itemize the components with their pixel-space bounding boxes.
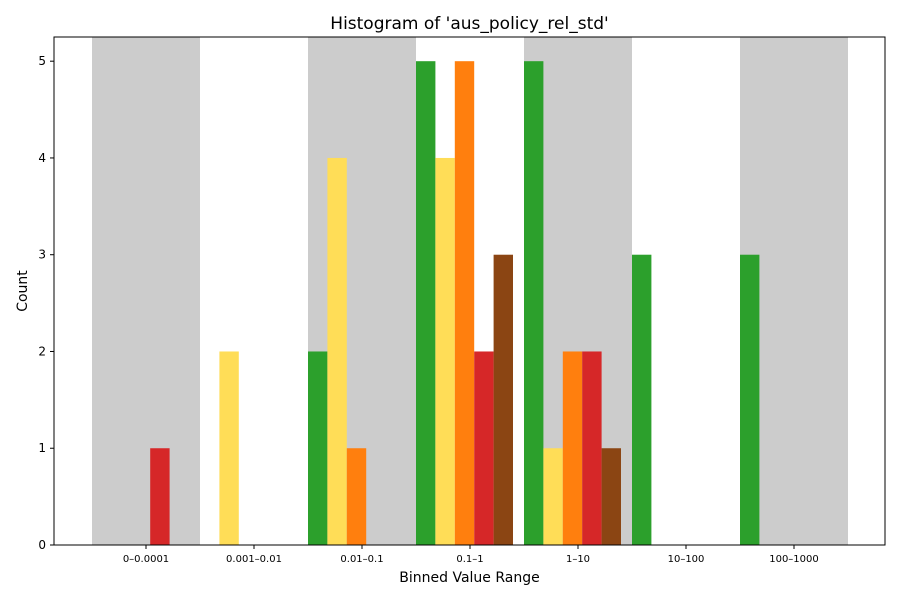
x-tick-label: 100–1000 [769, 554, 819, 565]
x-tick-label: 0.01–0.1 [340, 554, 383, 565]
bar [493, 254, 513, 545]
x-tick-label: 0–0.0001 [123, 554, 169, 565]
y-tick-label: 3 [38, 248, 46, 262]
bar [582, 351, 602, 545]
y-tick-label: 0 [38, 538, 46, 552]
bar [219, 351, 239, 545]
background-band [92, 37, 200, 545]
bar [562, 351, 583, 545]
bar [601, 448, 621, 545]
bar [474, 351, 494, 545]
bar [327, 157, 347, 545]
bar [308, 351, 328, 545]
x-tick-label: 0.001–0.01 [226, 554, 282, 565]
bar [346, 448, 367, 545]
x-tick-label: 1–10 [566, 554, 590, 565]
y-axis-label: Count [15, 270, 31, 312]
bar [435, 157, 455, 545]
chart-title: Histogram of 'aus_policy_rel_std' [330, 14, 608, 34]
bar [524, 61, 544, 545]
x-tick-label: 10–100 [668, 554, 705, 565]
bar [150, 448, 170, 545]
bar [454, 61, 475, 545]
bar [543, 448, 563, 545]
y-tick-label: 4 [38, 151, 46, 165]
y-tick-label: 2 [38, 344, 46, 358]
bars-group [150, 61, 760, 545]
bar [740, 254, 760, 545]
x-axis-label: Binned Value Range [399, 570, 539, 586]
x-tick-label: 0.1–1 [456, 554, 483, 565]
y-tick-label: 5 [38, 54, 46, 68]
bar [416, 61, 436, 545]
bar [632, 254, 652, 545]
x-axis: 0–0.0001 0.001–0.01 0.01–0.1 0.1–1 1–10 10–10… [123, 545, 819, 565]
y-tick-label: 1 [38, 441, 46, 455]
y-axis: 0 1 2 3 4 5 [38, 54, 54, 552]
